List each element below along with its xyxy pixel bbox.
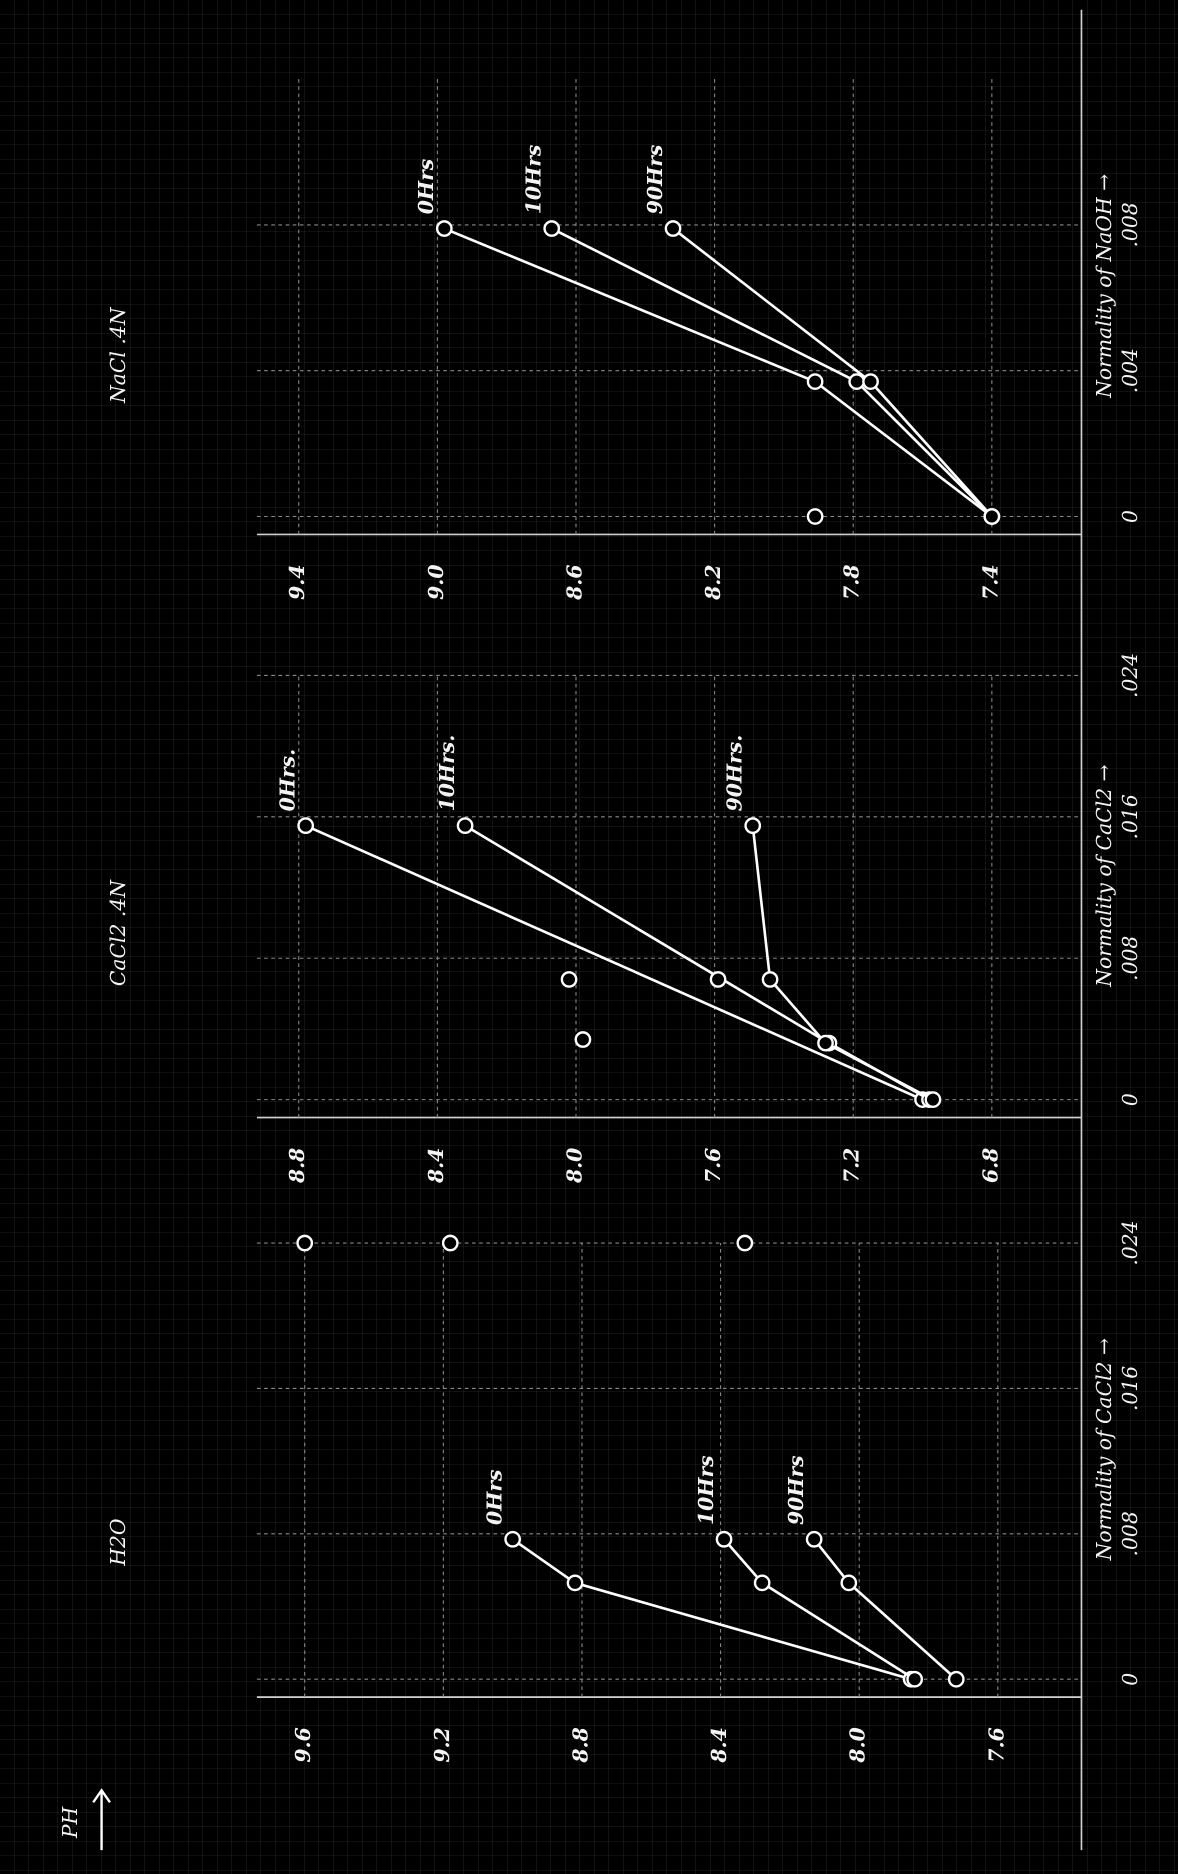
data-point bbox=[715, 1530, 733, 1548]
x-tick-label: .008 bbox=[1118, 936, 1142, 981]
y-tick-label: 8.6 bbox=[562, 565, 586, 601]
y-axis-label: PH bbox=[58, 1805, 82, 1839]
data-point bbox=[574, 1031, 592, 1048]
data-point bbox=[709, 971, 727, 988]
x-tick-label: 0 bbox=[1118, 510, 1142, 523]
x-tick-label: .024 bbox=[1118, 1220, 1142, 1265]
data-point bbox=[736, 1234, 754, 1252]
x-tick-label: .004 bbox=[1118, 348, 1142, 393]
series-label: 10Hrs bbox=[522, 144, 546, 214]
data-point bbox=[504, 1530, 522, 1548]
y-tick-label: 8.4 bbox=[424, 1148, 448, 1184]
y-axis-arrow bbox=[92, 1788, 111, 1851]
series-label: 90Hrs bbox=[784, 1455, 808, 1525]
y-tick-label: 9.6 bbox=[291, 1727, 315, 1762]
data-point bbox=[924, 1091, 942, 1109]
data-point bbox=[560, 971, 578, 988]
x-tick-label: .024 bbox=[1118, 653, 1142, 698]
y-tick-label: 7.2 bbox=[840, 1148, 864, 1183]
data-point bbox=[840, 1574, 858, 1592]
data-point bbox=[906, 1670, 924, 1688]
data-point bbox=[947, 1670, 965, 1688]
data-point bbox=[441, 1234, 459, 1252]
series-label: 0Hrs. bbox=[275, 749, 299, 812]
data-point bbox=[456, 817, 474, 835]
y-tick-label: 8.0 bbox=[562, 1148, 586, 1184]
series-line bbox=[751, 825, 934, 1101]
x-tick-label: .016 bbox=[1118, 1366, 1142, 1411]
x-tick-label: .008 bbox=[1118, 202, 1142, 247]
x-tick-label: .016 bbox=[1118, 794, 1142, 839]
data-point bbox=[664, 220, 682, 237]
panel-title: H2O bbox=[106, 1518, 130, 1567]
y-tick-label: 8.8 bbox=[568, 1727, 592, 1763]
x-axis-label: Normality of CaCl2 → bbox=[1092, 764, 1116, 987]
x-tick-label: 0 bbox=[1118, 1673, 1142, 1686]
data-point bbox=[297, 817, 315, 835]
y-tick-label: 9.2 bbox=[430, 1727, 454, 1762]
series-label: 10Hrs bbox=[694, 1455, 718, 1525]
y-tick-label: 9.4 bbox=[285, 565, 309, 600]
series-label: 0Hrs bbox=[414, 158, 438, 214]
y-tick-label: 7.8 bbox=[840, 565, 864, 600]
data-point bbox=[753, 1574, 771, 1592]
y-tick-label: 8.0 bbox=[846, 1727, 870, 1763]
data-point bbox=[805, 1530, 823, 1548]
panel-title: CaCl2 .4N bbox=[106, 879, 130, 986]
data-point bbox=[543, 220, 561, 237]
x-tick-label: 0 bbox=[1118, 1093, 1142, 1106]
data-point bbox=[862, 373, 879, 390]
panel-title: NaCl .4N bbox=[106, 306, 130, 404]
data-point bbox=[806, 373, 824, 390]
y-tick-label: 7.6 bbox=[984, 1727, 1008, 1762]
series-label: 90Hrs bbox=[643, 144, 667, 214]
y-tick-label: 9.0 bbox=[424, 565, 448, 600]
series-label: 0Hrs bbox=[482, 1469, 506, 1525]
data-point bbox=[983, 508, 1001, 525]
plot-area: 7.6 8.0 8.4 8.8 9.2 9.6 0 .008 .016 .024 H2O Normal… bbox=[58, 9, 1142, 1851]
data-point bbox=[566, 1574, 584, 1592]
x-tick-label: .008 bbox=[1118, 1511, 1142, 1556]
x-axis-label: Normality of NaOH → bbox=[1092, 174, 1116, 399]
data-point bbox=[848, 373, 866, 390]
y-tick-label: 6.8 bbox=[978, 1148, 1002, 1183]
y-tick-label: 7.4 bbox=[978, 565, 1002, 600]
data-point bbox=[761, 971, 779, 988]
y-tick-label: 8.2 bbox=[701, 565, 725, 601]
y-tick-label: 7.6 bbox=[701, 1148, 725, 1183]
x-axis-label: Normality of CaCl2 → bbox=[1092, 1338, 1116, 1561]
data-point bbox=[435, 220, 453, 237]
data-point bbox=[296, 1234, 314, 1252]
y-tick-label: 8.4 bbox=[707, 1727, 731, 1763]
data-point bbox=[806, 508, 824, 525]
data-point bbox=[817, 1034, 834, 1052]
y-tick-label: 8.8 bbox=[285, 1148, 309, 1184]
data-point bbox=[744, 817, 762, 835]
series-label: 10Hrs. bbox=[435, 735, 459, 812]
series-label: 90Hrs. bbox=[723, 735, 747, 812]
series-line bbox=[305, 824, 924, 1101]
